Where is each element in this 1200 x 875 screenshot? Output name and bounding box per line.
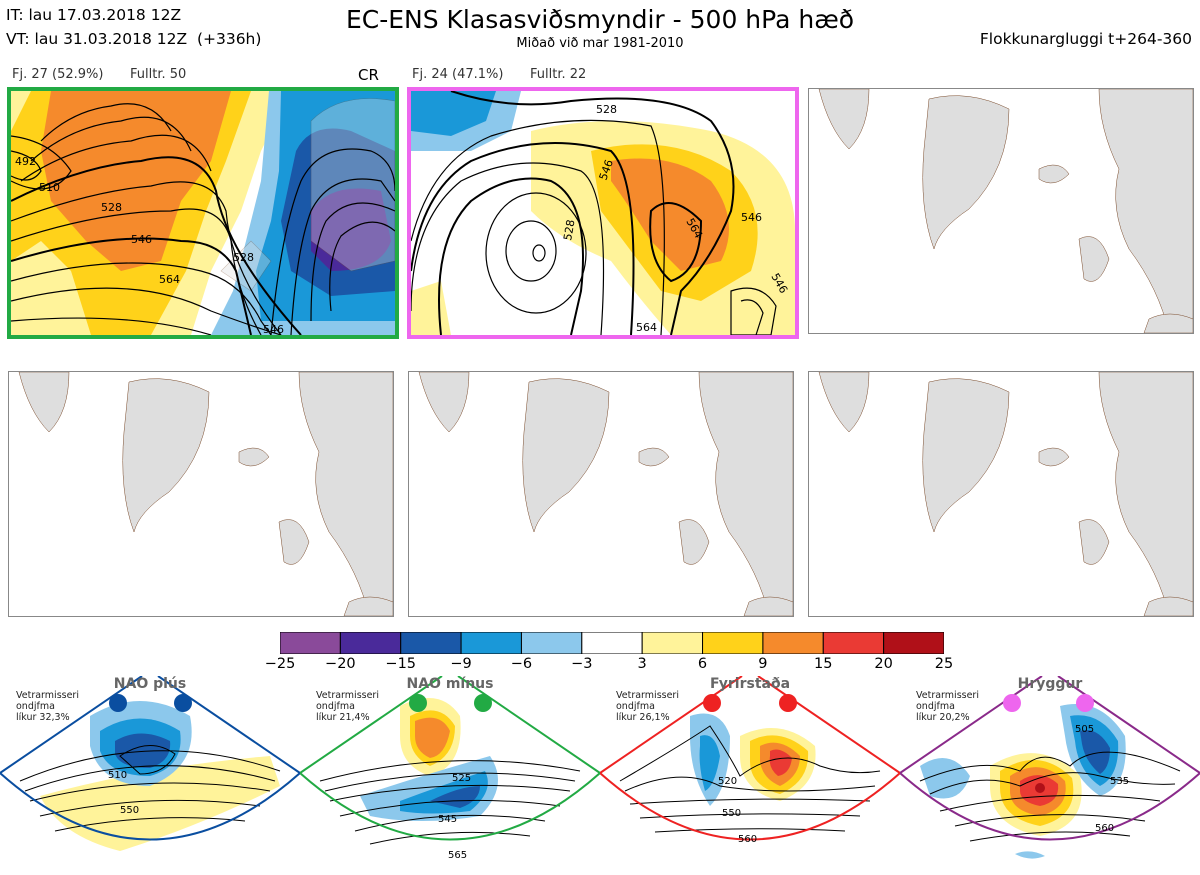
colorbar-svg — [279, 631, 945, 655]
cluster-2-count: Fj. 24 (47.1%) — [412, 67, 504, 82]
regime-map-svg: 525 545 565 — [299, 675, 602, 861]
colorbar-tick-label: 9 — [758, 656, 768, 672]
colorbar-tick-label: −25 — [264, 656, 296, 672]
climatology-subtitle: Miðað við mar 1981-2010 — [516, 36, 684, 51]
cluster-1-count: Fj. 27 (52.9%) — [12, 67, 104, 82]
cluster-2-map-svg: 528 546 564 528 546 546 564 — [411, 91, 795, 335]
colorbar-segment — [641, 631, 704, 655]
contour-labels: 510 528 546 564 546 528 492 — [15, 155, 284, 335]
colorbar-segment — [279, 631, 341, 655]
classification-window: Flokkunargluggi t+264-360 — [979, 30, 1192, 48]
colorbar-segment — [702, 631, 764, 655]
empty-map-svg — [18, 372, 393, 616]
regime-nao-plus[interactable]: NAO plús Vetrarmisseri ondjfma líkur 32,… — [0, 675, 302, 871]
contour-label: 546 — [741, 211, 762, 224]
cluster-1-map[interactable]: 510 528 546 564 546 528 492 — [7, 87, 399, 339]
regime-title: NAO mínus — [406, 676, 494, 692]
colorbar-tick-label: −6 — [510, 656, 533, 672]
contour-label: 560 — [738, 834, 757, 845]
anomaly-shading — [11, 91, 395, 335]
contour-label: 510 — [108, 770, 127, 781]
contour-label: 520 — [718, 776, 737, 787]
regime-dot — [1076, 694, 1094, 712]
regime-title: Fyrirstaða — [709, 676, 791, 692]
regime-map-svg: 520 550 560 — [599, 675, 902, 845]
colorbar-segment — [762, 631, 824, 655]
contour-label: 550 — [722, 808, 741, 819]
contour-label: 545 — [438, 814, 457, 825]
colorbar-segment — [460, 631, 522, 655]
anomaly-shading — [411, 91, 795, 335]
contour-label: 528 — [101, 201, 122, 214]
cluster-3-map-empty[interactable] — [808, 88, 1194, 334]
regime-dot — [1003, 694, 1021, 712]
contour-label: 564 — [636, 321, 657, 334]
regime-blocking[interactable]: Fyrirstaða Vetrarmisseri ondjfma líkur 2… — [599, 675, 902, 871]
contour-label: 492 — [15, 155, 36, 168]
contour-label: 535 — [1110, 776, 1129, 787]
colorbar-segment — [581, 631, 643, 655]
empty-map-svg — [818, 372, 1193, 616]
regime-map-svg: 510 550 — [0, 675, 302, 851]
contour-label: 528 — [596, 103, 617, 116]
page-title: EC-ENS Klasasviðsmyndir - 500 hPa hæð — [345, 5, 855, 34]
contour-label: 560 — [1095, 823, 1114, 834]
cluster-1-representative: Fulltr. 50 — [130, 67, 187, 82]
regime-dot — [703, 694, 721, 712]
colorbar-tick-label: 20 — [874, 656, 893, 672]
regime-stats: Vetrarmisseri ondjfma líkur 32,3% — [16, 690, 79, 723]
colorbar-segment — [883, 631, 945, 655]
regime-map-svg: 505 535 560 — [899, 675, 1200, 859]
empty-map-svg — [818, 89, 1193, 333]
empty-map-svg — [418, 372, 793, 616]
cluster-1-regime-tag: CR — [358, 66, 379, 84]
regime-dot — [409, 694, 427, 712]
regime-ridge[interactable]: Hryggur Vetrarmisseri ondjfma líkur 20,2… — [899, 675, 1200, 871]
height-contours — [11, 103, 395, 335]
contour-label: 510 — [39, 181, 60, 194]
contour-label: 528 — [233, 251, 254, 264]
anomaly-colorbar — [279, 631, 945, 658]
regime-dot — [474, 694, 492, 712]
contour-label: 546 — [263, 323, 284, 335]
colorbar-segment — [339, 631, 402, 655]
land-masses — [220, 98, 395, 292]
colorbar-tick-label: 15 — [814, 656, 833, 672]
cluster-2-map[interactable]: 528 546 564 528 546 546 564 — [407, 87, 799, 339]
cluster-1-map-svg: 510 528 546 564 546 528 492 — [11, 91, 395, 335]
cluster-2-representative: Fulltr. 22 — [530, 67, 587, 82]
init-time: IT: lau 17.03.2018 12Z — [6, 6, 182, 24]
regime-stats: Vetrarmisseri ondjfma líkur 20,2% — [916, 690, 979, 723]
contour-label: 505 — [1075, 724, 1094, 735]
height-contours — [411, 91, 777, 335]
contour-label: 564 — [159, 273, 180, 286]
colorbar-tick-label: −15 — [385, 656, 417, 672]
regime-stats: Vetrarmisseri ondjfma líkur 21,4% — [316, 690, 379, 723]
cluster-5-map-empty[interactable] — [408, 371, 794, 617]
colorbar-tick-label: −9 — [450, 656, 472, 672]
colorbar-segment — [822, 631, 885, 655]
colorbar-tick-label: 25 — [934, 656, 954, 672]
regime-nao-minus[interactable]: NAO mínus Vetrarmisseri ondjfma líkur 21… — [299, 675, 602, 871]
contour-label: 565 — [448, 850, 467, 861]
colorbar-tick-label: 3 — [637, 656, 647, 672]
colorbar-tick-label: −3 — [571, 656, 593, 672]
contour-label: 525 — [452, 773, 471, 784]
regime-title: NAO plús — [113, 676, 187, 692]
colorbar-tick-label: −20 — [325, 656, 356, 672]
regime-dot — [109, 694, 127, 712]
contour-label: 528 — [561, 219, 577, 242]
colorbar-segment — [400, 631, 462, 655]
regime-dot — [779, 694, 797, 712]
colorbar-tick-label: 6 — [697, 656, 708, 672]
regime-title: Hryggur — [1017, 676, 1083, 692]
regime-dot — [174, 694, 192, 712]
contour-label: 550 — [120, 805, 139, 816]
colorbar-segment — [520, 631, 583, 655]
valid-time: VT: lau 31.03.2018 12Z (+336h) — [6, 30, 262, 48]
cluster-4-map-empty[interactable] — [8, 371, 394, 617]
contour-label: 546 — [131, 233, 152, 246]
regime-stats: Vetrarmisseri ondjfma líkur 26,1% — [616, 690, 679, 723]
cluster-6-map-empty[interactable] — [808, 371, 1194, 617]
